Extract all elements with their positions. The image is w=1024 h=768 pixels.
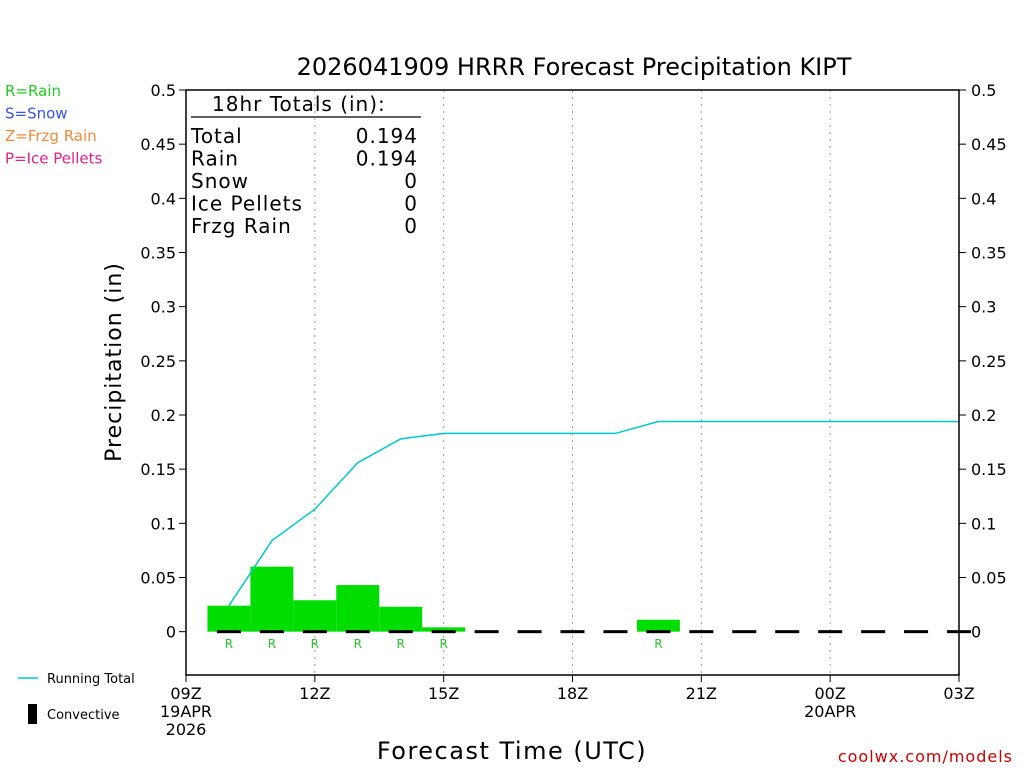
convective-bar [431,630,456,634]
y-tick-label-right: 0.1 [971,514,996,533]
y-tick-label-left: 0.05 [140,569,176,588]
totals-box: 18hr Totals (in): Total 0.194 Rain 0.194 Snow… [190,92,421,238]
convective-bar [517,630,542,634]
y-tick-label-left: 0 [166,623,176,642]
credit-label: coolwx.com/models [838,747,1013,766]
totals-row-value: 0 [404,192,418,216]
y-tick-label-right: 0.5 [971,81,996,100]
ptype-marker: R [311,637,319,651]
precip-bar [250,566,294,632]
totals-row-label: Snow [191,169,249,193]
x-tick-label: 15Z [428,684,459,703]
y-tick-label-left: 0.3 [151,298,176,317]
precip-bar [636,619,680,632]
ptype-marker: R [354,637,362,651]
chart-title: 2026041909 HRRR Forecast Precipitation K… [297,53,852,81]
grid-lines [314,90,831,675]
totals-row-value: 0.194 [356,124,418,148]
y-axis-label: Precipitation (in) [102,262,127,462]
y-tick-label-right: 0.4 [971,189,996,208]
convective-bar [474,630,499,634]
convective-bar [259,630,284,634]
y-tick-label-right: 0.25 [971,352,1007,371]
y-axis-right: 0 0.05 0.1 0.15 0.2 0.25 0.3 0.35 0.4 0.45 0.5 [959,81,1007,642]
x-tick-label: 00Z [815,684,846,703]
precip-bar [293,600,337,632]
convective-bar [603,630,628,634]
convective-bar [345,630,370,634]
type-legend-entry: S=Snow [5,105,68,123]
legend-entry-label: Running Total [47,672,135,687]
running-total-line-group [228,420,959,607]
ptype-marker: R [654,637,662,651]
x-axis-label: Forecast Time (UTC) [377,737,647,765]
totals-row-value: 0 [404,214,418,238]
ptype-marker: R [225,637,233,651]
x-tick-label: 12Z [299,684,330,703]
totals-row-label: Frzg Rain [191,214,292,238]
x-tick-label: 2026 [166,720,207,739]
totals-row-label: Rain [191,147,239,171]
x-tick-label: 09Z [170,684,201,703]
running-total-line [228,420,959,607]
y-tick-label-right: 0 [971,623,981,642]
ptype-marker: R [397,637,405,651]
type-legend-entry: R=Rain [5,82,61,100]
y-tick-label-left: 0.45 [140,135,176,154]
totals-row-value: 0.194 [356,147,418,171]
x-tick-label: 21Z [686,684,717,703]
y-tick-label-left: 0.15 [140,460,176,479]
y-tick-label-left: 0.4 [151,189,176,208]
convective-bar [388,630,413,634]
y-tick-label-right: 0.15 [971,460,1007,479]
convective-bar [775,630,800,634]
precip-bar [379,606,423,632]
precip-bar [207,605,251,632]
convective-bar [689,630,714,634]
y-tick-label-left: 0.25 [140,352,176,371]
convective-bar [560,630,585,634]
hourly-precip-bars [207,566,680,632]
y-tick-label-right: 0.05 [971,569,1007,588]
type-legend-entry: P=Ice Pellets [5,150,102,168]
type-legend-entry: Z=Frzg Rain [5,127,97,145]
ptype-marker: R [439,637,447,651]
y-axis-left: 0 0.05 0.1 0.15 0.2 0.25 0.3 0.35 0.4 0.45 0.5 [140,81,186,642]
convective-bar [818,630,843,634]
totals-row-value: 0 [404,169,418,193]
totals-row-label: Ice Pellets [191,192,303,216]
y-tick-label-left: 0.5 [151,81,176,100]
y-tick-label-right: 0.45 [971,135,1007,154]
x-tick-label: 20APR [804,702,856,721]
totals-row-label: Total [190,124,243,148]
y-tick-label-left: 0.2 [151,406,176,425]
convective-bar [216,630,241,634]
convective-bar [904,630,929,634]
precip-bar [336,585,380,632]
convective-bar [861,630,886,634]
precip-type-legend: R=Rain S=Snow Z=Frzg Rain P=Ice Pellets [5,82,102,168]
legend-entry-label: Convective [47,708,120,723]
y-tick-label-right: 0.35 [971,244,1007,263]
precip-bar [422,627,466,632]
convective-bar [732,630,757,634]
y-tick-label-right: 0.3 [971,298,996,317]
legend-swatch-box [28,704,37,724]
convective-bar [302,630,327,634]
bottom-legend: Running Total Convective [18,672,135,724]
y-tick-label-right: 0.2 [971,406,996,425]
x-tick-label: 19APR [160,702,212,721]
x-tick-label: 18Z [557,684,588,703]
x-tick-label: 03Z [943,684,974,703]
convective-bar [646,630,671,634]
y-tick-label-left: 0.35 [140,244,176,263]
totals-heading: 18hr Totals (in): [212,92,386,116]
ptype-marker: R [268,637,276,651]
y-tick-label-left: 0.1 [151,514,176,533]
